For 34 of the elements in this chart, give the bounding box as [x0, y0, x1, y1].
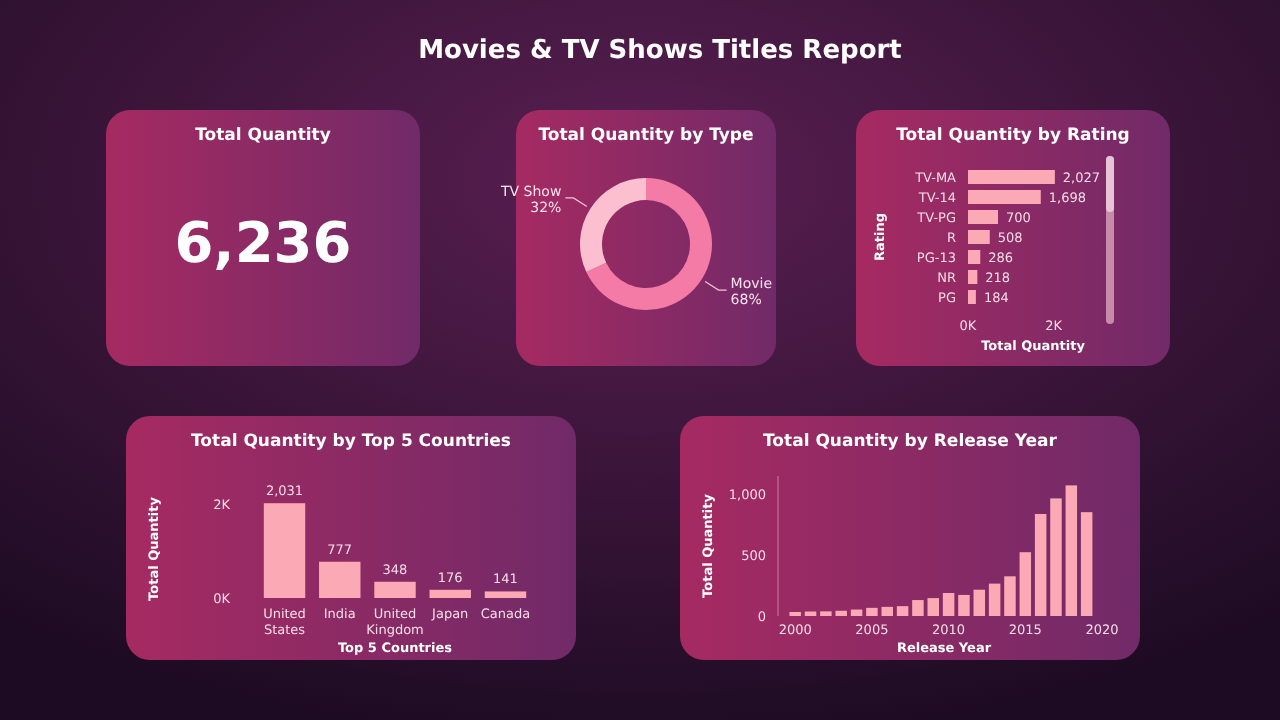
- bar: [1050, 498, 1062, 616]
- bar: [988, 583, 1001, 616]
- bar: [263, 503, 306, 598]
- bar: [1065, 485, 1078, 616]
- bar: [1019, 552, 1032, 616]
- chart-title: Total Quantity by Top 5 Countries: [191, 432, 511, 452]
- bar: [927, 598, 940, 616]
- bar: [968, 270, 978, 284]
- bar: [1080, 512, 1093, 616]
- donut-slice: [580, 178, 646, 273]
- bar: [968, 250, 981, 264]
- bar: [1034, 513, 1047, 616]
- bar: [1004, 576, 1016, 616]
- donut-slice: [586, 178, 712, 310]
- chart-title: Total Quantity by Rating: [896, 126, 1130, 146]
- bar: [968, 290, 976, 304]
- chart-title: Total Quantity by Release Year: [763, 432, 1059, 452]
- bar: [968, 230, 990, 244]
- bar: [429, 589, 471, 598]
- bar: [912, 600, 924, 616]
- text: Movies & TV Shows Titles Report: [418, 36, 902, 66]
- bar: [968, 210, 998, 224]
- bar: [968, 190, 1041, 204]
- bar: [319, 561, 361, 598]
- text: Total Quantity: [195, 126, 332, 146]
- chart-title: Total Quantity by Type: [538, 126, 755, 146]
- bar: [374, 581, 416, 598]
- bar: [942, 592, 955, 616]
- bar: [484, 591, 527, 598]
- bar: [958, 594, 970, 616]
- text: 6,236: [174, 210, 352, 276]
- bar: [896, 606, 909, 616]
- bar: [973, 589, 986, 616]
- bar: [968, 170, 1055, 184]
